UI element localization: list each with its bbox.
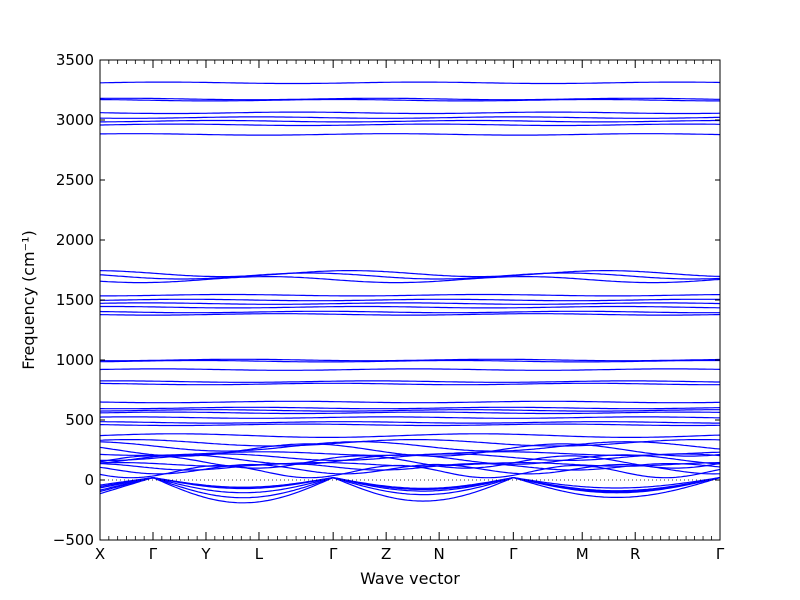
phonon-band-acoustic — [99, 476, 721, 489]
phonon-band-dispersive — [99, 454, 721, 465]
phonon-band-flat — [99, 272, 721, 280]
y-tick-label: 0 — [84, 471, 94, 489]
phonon-band-flat — [99, 409, 720, 412]
phonon-band-flat — [100, 97, 720, 101]
x-tick-label: Y — [200, 545, 211, 563]
y-axis-ticks: −500 0 500 1000 1500 2000 2500 3000 3500 — [53, 51, 720, 549]
y-tick-label: 2000 — [56, 231, 94, 249]
phonon-band-flat — [100, 421, 720, 424]
x-tick-label: Γ — [716, 545, 725, 563]
phonon-band-flat — [100, 133, 721, 136]
x-tick-label: M — [576, 545, 589, 563]
phonon-band-dispersive — [99, 439, 721, 447]
phonon-band-dispersive — [99, 464, 721, 479]
phonon-band-dispersive — [99, 455, 721, 469]
phonon-band-flat — [100, 380, 720, 383]
phonon-band-flat — [99, 310, 720, 314]
x-tick-label: X — [95, 545, 105, 563]
x-tick-label: Z — [381, 545, 391, 563]
phonon-band-acoustic — [99, 476, 721, 499]
phonon-band-flat — [100, 406, 721, 410]
phonon-band-flat — [99, 400, 721, 404]
phonon-band-flat — [99, 98, 720, 102]
x-tick-label: L — [255, 545, 264, 563]
phonon-band-flat — [99, 368, 721, 371]
y-tick-label: 1500 — [56, 291, 94, 309]
phonon-band-flat — [100, 302, 721, 305]
x-tick-label: R — [630, 545, 640, 563]
phonon-band-flat — [100, 423, 720, 427]
phonon-band-flat — [100, 359, 720, 363]
y-tick-label: 3000 — [56, 111, 94, 129]
phonon-band-flat — [99, 416, 721, 419]
x-tick-label: N — [434, 545, 445, 563]
y-tick-label: 500 — [65, 411, 94, 429]
phonon-band-flat — [100, 81, 721, 85]
phonon-band-flat — [99, 276, 721, 284]
phonon-band-flat — [100, 293, 720, 297]
y-tick-label: −500 — [53, 531, 94, 549]
phonon-band-dispersive — [100, 453, 721, 461]
phonon-band-dispersive — [99, 433, 721, 438]
phonon-band-dispersive — [99, 441, 721, 452]
phonon-band-flat — [99, 313, 721, 316]
phonon-band-acoustic — [99, 476, 721, 504]
y-tick-label: 1000 — [56, 351, 94, 369]
phonon-band-flat — [99, 270, 721, 278]
x-axis-label: Wave vector — [360, 569, 460, 588]
y-axis-label: Frequency (cm⁻¹) — [19, 230, 38, 369]
phonon-band-flat — [100, 123, 720, 127]
x-tick-label: Γ — [329, 545, 338, 563]
phonon-band-flat — [100, 119, 720, 123]
phonon-band-flat — [100, 111, 721, 115]
phonon-band-flat — [100, 382, 720, 386]
y-tick-label: 2500 — [56, 171, 94, 189]
phonon-band-flat — [99, 411, 721, 415]
x-tick-label: Γ — [149, 545, 158, 563]
phonon-band-flat — [99, 298, 721, 302]
x-tick-label: Γ — [509, 545, 518, 563]
y-tick-label: 3500 — [56, 51, 94, 69]
phonon-band-flat — [99, 116, 721, 119]
phonon-band-flat — [100, 305, 720, 309]
phonon-bands — [99, 81, 721, 504]
